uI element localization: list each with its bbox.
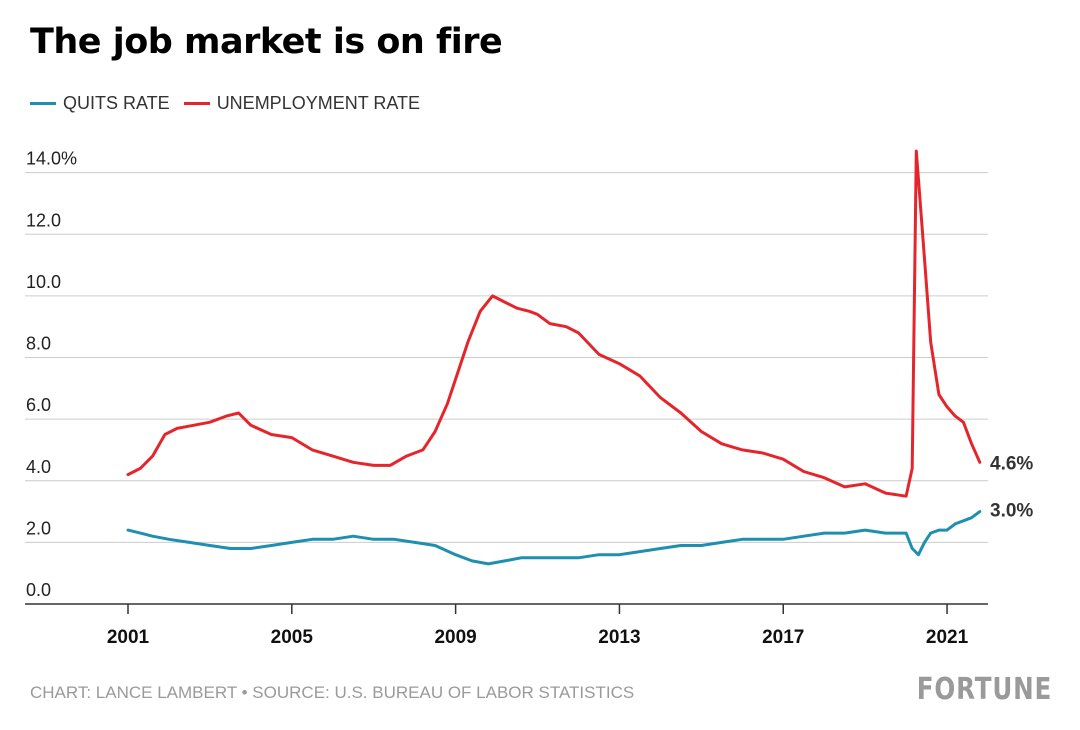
y-tick-label: 4.0 xyxy=(26,457,51,477)
x-tick-label: 2005 xyxy=(271,627,314,648)
chart-title: The job market is on fire xyxy=(30,22,503,62)
chart-credit: CHART: LANCE LAMBERT • SOURCE: U.S. BURE… xyxy=(30,683,635,702)
fortune-logo: FORTUNE xyxy=(916,672,1052,707)
end-label-quits-rate: 3.0% xyxy=(990,501,1033,522)
y-tick-label: 10.0 xyxy=(26,272,61,292)
y-tick-label: 14.0% xyxy=(26,149,77,169)
x-tick-label: 2017 xyxy=(762,627,804,648)
y-tick-label: 8.0 xyxy=(26,334,51,354)
y-tick-label: 12.0 xyxy=(26,210,61,230)
x-tick-label: 2013 xyxy=(598,627,640,648)
series-line-unemployment-rate xyxy=(126,149,982,498)
legend-swatch-quits xyxy=(30,102,56,105)
legend-label-quits: QUITS RATE xyxy=(63,93,170,113)
end-label-unemployment-rate: 4.6% xyxy=(990,453,1033,474)
legend: QUITS RATE UNEMPLOYMENT RATE xyxy=(30,93,434,114)
x-tick-label: 2001 xyxy=(107,627,150,648)
legend-swatch-unemployment xyxy=(183,102,210,105)
x-tick-label: 2021 xyxy=(926,627,969,648)
legend-item-quits: QUITS RATE xyxy=(30,93,170,114)
legend-item-unemployment: UNEMPLOYMENT RATE xyxy=(183,93,421,114)
y-tick-label: 0.0 xyxy=(26,580,51,600)
legend-label-unemployment: UNEMPLOYMENT RATE xyxy=(216,93,421,113)
x-tick-label: 2009 xyxy=(434,627,476,648)
series-line-quits-rate xyxy=(126,510,982,566)
y-tick-label: 6.0 xyxy=(26,395,51,415)
y-tick-label: 2.0 xyxy=(26,518,51,538)
